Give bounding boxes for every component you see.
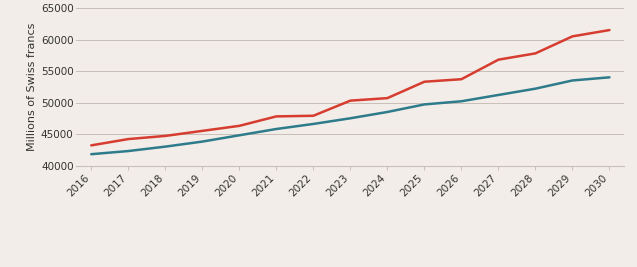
Spending bbox=[420, 80, 428, 83]
Revenue bbox=[310, 122, 317, 125]
Revenue bbox=[532, 87, 540, 90]
Spending bbox=[494, 58, 502, 61]
Spending bbox=[236, 124, 243, 127]
Revenue bbox=[569, 79, 576, 82]
Revenue bbox=[161, 145, 169, 148]
Spending bbox=[310, 114, 317, 117]
Spending bbox=[457, 78, 465, 81]
Revenue bbox=[606, 76, 613, 79]
Revenue bbox=[420, 103, 428, 106]
Revenue bbox=[383, 110, 391, 113]
Spending bbox=[124, 138, 132, 141]
Revenue bbox=[494, 93, 502, 97]
Revenue bbox=[199, 140, 206, 143]
Spending bbox=[161, 134, 169, 138]
Revenue bbox=[273, 127, 280, 131]
Spending bbox=[273, 115, 280, 118]
Spending bbox=[383, 96, 391, 100]
Line: Spending: Spending bbox=[91, 30, 610, 145]
Line: Revenue: Revenue bbox=[91, 77, 610, 154]
Spending bbox=[569, 35, 576, 38]
Revenue bbox=[347, 117, 354, 120]
Spending bbox=[532, 52, 540, 55]
Spending bbox=[347, 99, 354, 102]
Spending bbox=[606, 29, 613, 32]
Revenue bbox=[87, 153, 95, 156]
Revenue bbox=[457, 100, 465, 103]
Revenue bbox=[124, 150, 132, 153]
Y-axis label: Millions of Swiss francs: Millions of Swiss francs bbox=[27, 23, 37, 151]
Revenue bbox=[236, 134, 243, 137]
Spending bbox=[199, 129, 206, 132]
Spending bbox=[87, 144, 95, 147]
Legend: Spending, Revenue: Spending, Revenue bbox=[247, 263, 454, 267]
